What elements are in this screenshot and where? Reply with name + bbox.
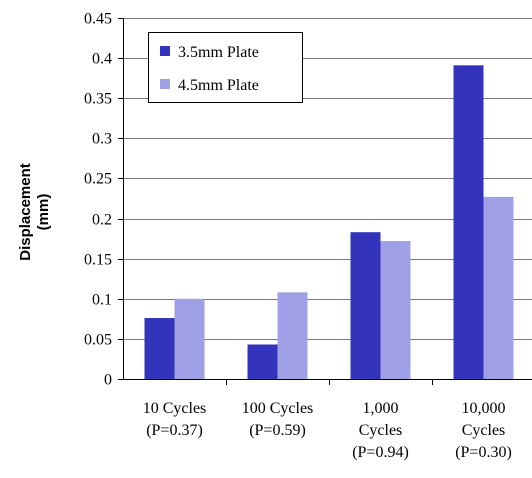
y-tick-labels: 0 0.05 0.1 0.15 0.2 0.25 0.3 0.35 0.4 0.45 [84, 11, 112, 389]
x-category-label: 10,000 [462, 400, 506, 417]
y-tick-label: 0 [104, 372, 112, 389]
x-category-label: (P=0.30) [455, 444, 512, 461]
bars [144, 65, 514, 379]
legend-label: 3.5mm Plate [178, 44, 259, 61]
legend-swatch [160, 79, 170, 89]
y-tick-label: 0.05 [84, 332, 112, 349]
bar-series-1 [144, 318, 175, 379]
x-category-label: (P=0.59) [249, 422, 306, 439]
x-category-label: Cycles [359, 422, 403, 439]
bar-series-1 [247, 344, 278, 379]
y-tick-label: 0.4 [92, 51, 112, 68]
x-category-label: 100 Cycles [242, 400, 314, 417]
y-tick-label: 0.15 [84, 252, 112, 269]
y-tick-label: 0.25 [84, 171, 112, 188]
x-category-label: 1,000 [363, 400, 399, 417]
x-category-label: (P=0.37) [146, 422, 203, 439]
legend-label: 4.5mm Plate [178, 77, 259, 94]
y-tick-label: 0.1 [92, 292, 112, 309]
bar-series-2 [174, 298, 205, 379]
bar-series-2 [483, 196, 514, 379]
bar-series-1 [453, 65, 484, 379]
x-category-labels: 10 Cycles (P=0.37) 100 Cycles (P=0.59) 1,000… [143, 400, 512, 461]
bar-series-1 [350, 232, 381, 379]
x-category-label: Cycles [462, 422, 506, 439]
y-tick-label: 0.35 [84, 91, 112, 108]
y-tick-label: 0.3 [92, 131, 112, 148]
y-tick-label: 0.2 [92, 212, 112, 229]
y-tick-label: 0.45 [84, 11, 112, 28]
x-category-label: (P=0.94) [352, 444, 409, 461]
axes [118, 18, 532, 385]
y-axis-title-line: Displacement [17, 163, 34, 261]
y-axis-title: Displacement (mm) [17, 163, 52, 261]
legend: 3.5mm Plate 4.5mm Plate [148, 32, 303, 103]
bar-series-2 [277, 292, 308, 379]
legend-swatch [160, 46, 170, 56]
y-axis-title-line: (mm) [35, 194, 52, 231]
bar-series-2 [380, 241, 411, 379]
x-category-label: 10 Cycles [143, 400, 207, 417]
legend-box [148, 32, 303, 103]
